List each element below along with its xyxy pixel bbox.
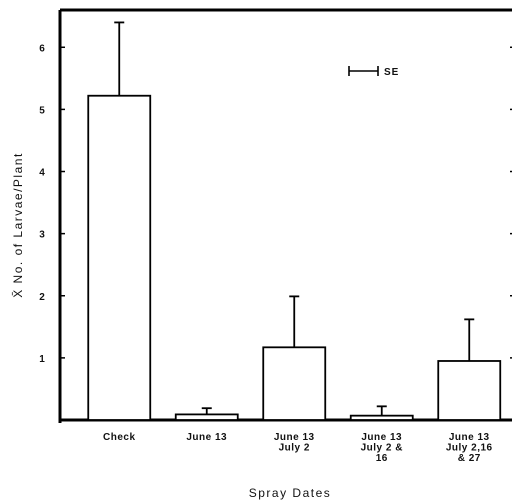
- y-tick-label: 2: [39, 292, 45, 303]
- y-axis-title: X̄ No. of Larvae/Plant: [11, 152, 25, 298]
- bar: [262, 346, 327, 421]
- bar: [174, 413, 239, 421]
- x-tick-label: June 13: [274, 432, 315, 443]
- x-tick-label: Check: [103, 432, 136, 443]
- y-tick-label: 4: [39, 168, 45, 179]
- y-tick-label: 5: [39, 105, 45, 116]
- y-tick-label: 1: [39, 354, 45, 365]
- y-tick-label: 6: [39, 43, 45, 54]
- bar: [87, 94, 152, 421]
- x-axis-title: Spray Dates: [249, 486, 332, 500]
- legend-se-label: SE: [384, 67, 399, 78]
- x-tick-label: July 2 &: [361, 443, 403, 454]
- bar: [437, 360, 502, 421]
- bar: [349, 414, 414, 421]
- x-tick-label: July 2: [279, 443, 310, 454]
- y-tick-label: 3: [39, 230, 45, 241]
- x-tick-label: June 13: [186, 432, 227, 443]
- x-tick-label: June 13: [361, 432, 402, 443]
- x-tick-label: 16: [376, 453, 388, 464]
- x-tick-label: June 13: [449, 432, 490, 443]
- x-tick-label: July 2,16: [446, 443, 493, 454]
- x-tick-label: & 27: [458, 453, 481, 464]
